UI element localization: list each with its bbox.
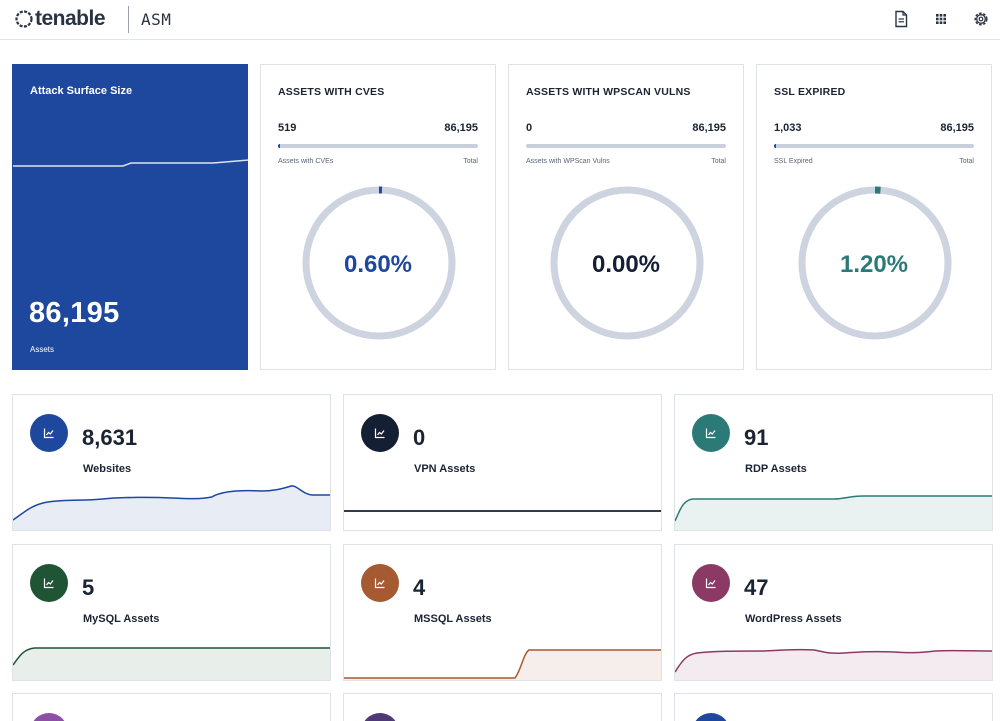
- percent-value: 1.20%: [839, 251, 909, 278]
- asset-type-badge: [30, 564, 68, 602]
- trend-sparkline: [344, 649, 661, 680]
- asset-label: RDP Assets: [745, 463, 807, 475]
- chart-icon: [374, 428, 385, 439]
- percent-donut-chart: [798, 186, 952, 340]
- trend-sparkline: [675, 495, 992, 530]
- sparkline-area: [675, 649, 992, 680]
- asset-count: 4: [413, 575, 426, 600]
- chart-icon: [705, 428, 716, 439]
- percent-value: 0.00%: [591, 251, 661, 278]
- mssql-assets-card[interactable]: 4 MSSQL Assets: [343, 544, 662, 681]
- asset-label: MSSQL Assets: [414, 613, 492, 625]
- card-title: ASSETS WITH CVES: [278, 86, 385, 98]
- attack-surface-trend-line: [13, 159, 249, 167]
- assets-with-wpscan-vulns-card[interactable]: ASSETS WITH WPSCAN VULNS 0 86,195 Assets…: [508, 64, 744, 370]
- tenable-logo-mark-icon: [15, 10, 33, 28]
- document-icon[interactable]: [891, 9, 911, 29]
- asset-type-badge: [361, 564, 399, 602]
- chart-icon: [705, 578, 716, 589]
- trend-sparkline: [344, 510, 661, 512]
- apps-grid-icon[interactable]: [931, 9, 951, 29]
- card-title: SSL EXPIRED: [774, 86, 846, 98]
- progress-fill: [278, 144, 280, 148]
- donut-arc: [302, 186, 456, 340]
- count-caption: Assets with CVEs: [278, 158, 334, 165]
- assets-with-cves-card[interactable]: ASSETS WITH CVES 519 86,195 Assets with …: [260, 64, 496, 370]
- asset-count: 47: [744, 575, 769, 600]
- count-caption: SSL Expired: [774, 158, 813, 165]
- ratio-progress-bar: [774, 144, 974, 148]
- count-value: 1,033: [774, 122, 802, 134]
- asset-type-badge: [692, 414, 730, 452]
- count-value: 0: [526, 122, 533, 134]
- card-title: ASSETS WITH WPSCAN VULNS: [526, 86, 691, 98]
- ratio-progress-bar: [278, 144, 478, 148]
- count-caption: Assets with WPScan Vulns: [526, 158, 610, 165]
- product-name: ASM: [141, 10, 172, 29]
- total-value: 86,195: [940, 122, 974, 134]
- percent-donut-chart: [550, 186, 704, 340]
- sparkline-area: [13, 648, 330, 680]
- sparkline-line: [13, 485, 330, 521]
- chart-icon: [43, 578, 54, 589]
- tenable-logo[interactable]: tenable: [14, 7, 106, 31]
- attack-surface-title: Attack Surface Size: [30, 85, 133, 97]
- asset-label: WordPress Assets: [745, 613, 842, 625]
- sparkline-line: [344, 649, 661, 679]
- trend-sparkline: [13, 485, 330, 530]
- total-caption: Total: [463, 158, 478, 165]
- sparkline-area: [675, 496, 992, 530]
- asset-count: 0: [413, 425, 426, 450]
- progress-fill: [774, 144, 777, 148]
- sparkline-area: [13, 485, 330, 530]
- vpn-assets-card[interactable]: 0 VPN Assets: [343, 394, 662, 531]
- count-value: 519: [278, 122, 297, 134]
- asset-label: Websites: [83, 463, 132, 475]
- asset-card-partial[interactable]: [674, 693, 993, 721]
- mysql-assets-card[interactable]: 5 MySQL Assets: [12, 544, 331, 681]
- asset-label: VPN Assets: [414, 463, 476, 475]
- wordpress-assets-card[interactable]: 47 WordPress Assets: [674, 544, 993, 681]
- websites-card[interactable]: 8,631 Websites: [12, 394, 331, 531]
- percent-donut-chart: [302, 186, 456, 340]
- asset-count: 91: [744, 425, 769, 450]
- total-caption: Total: [711, 158, 726, 165]
- trend-sparkline: [675, 648, 992, 680]
- app-header: tenable ASM: [0, 0, 1000, 40]
- donut-arc: [798, 186, 952, 340]
- asset-label: MySQL Assets: [83, 613, 160, 625]
- sparkline-line: [13, 647, 330, 666]
- total-value: 86,195: [692, 122, 726, 134]
- asset-type-badge: [30, 414, 68, 452]
- sparkline-area: [344, 650, 661, 680]
- attack-surface-caption: Assets: [30, 345, 55, 354]
- asset-type-badge: [692, 564, 730, 602]
- logo-text: tenable: [35, 7, 106, 30]
- total-value: 86,195: [444, 122, 478, 134]
- ssl-expired-card[interactable]: SSL EXPIRED 1,033 86,195 SSL Expired Tot…: [756, 64, 992, 370]
- trend-sparkline: [13, 647, 330, 680]
- gear-icon[interactable]: [971, 9, 991, 29]
- asset-type-badge: [361, 713, 399, 721]
- sparkline-line: [675, 648, 992, 673]
- asset-type-badge: [361, 414, 399, 452]
- asset-card-partial[interactable]: [12, 693, 331, 721]
- asset-type-badge: [692, 713, 730, 721]
- chart-icon: [374, 578, 385, 589]
- percent-value: 0.60%: [343, 251, 413, 278]
- sparkline-line: [675, 495, 992, 522]
- ratio-progress-bar: [526, 144, 726, 148]
- asset-type-badge: [30, 713, 68, 721]
- asset-count: 5: [82, 575, 95, 600]
- header-divider: [128, 6, 129, 33]
- rdp-assets-card[interactable]: 91 RDP Assets: [674, 394, 993, 531]
- asset-card-partial[interactable]: [343, 693, 662, 721]
- attack-surface-value: 86,195: [29, 297, 120, 329]
- attack-surface-card[interactable]: Attack Surface Size 86,195 Assets: [12, 64, 249, 370]
- chart-icon: [43, 428, 54, 439]
- asset-count: 8,631: [82, 425, 138, 450]
- total-caption: Total: [959, 158, 974, 165]
